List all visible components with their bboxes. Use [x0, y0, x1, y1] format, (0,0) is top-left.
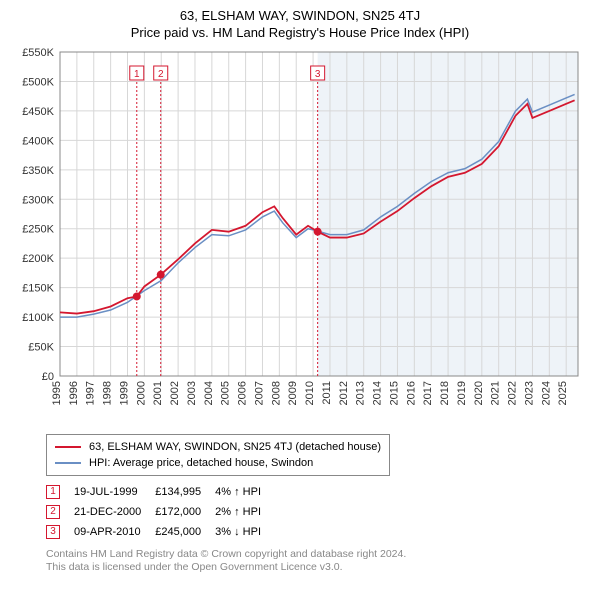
svg-text:2012: 2012 — [338, 381, 350, 405]
marker-number: 3 — [46, 525, 60, 539]
svg-text:£300K: £300K — [22, 194, 54, 206]
svg-text:£450K: £450K — [22, 106, 54, 118]
svg-text:2005: 2005 — [220, 381, 232, 405]
svg-text:2011: 2011 — [321, 381, 333, 405]
svg-text:3: 3 — [315, 69, 321, 80]
svg-text:2020: 2020 — [473, 381, 485, 405]
footer-line1: Contains HM Land Registry data © Crown c… — [46, 548, 588, 561]
chart-title-line2: Price paid vs. HM Land Registry's House … — [12, 25, 588, 40]
svg-text:£350K: £350K — [22, 165, 54, 177]
svg-text:1995: 1995 — [51, 381, 63, 405]
svg-text:2015: 2015 — [388, 381, 400, 405]
svg-text:1: 1 — [134, 69, 140, 80]
svg-text:£550K: £550K — [22, 47, 54, 59]
sale-delta: 3% ↓ HPI — [215, 522, 275, 542]
footer-line2: This data is licensed under the Open Gov… — [46, 561, 588, 574]
svg-text:2: 2 — [158, 69, 164, 80]
svg-text:2002: 2002 — [169, 381, 181, 405]
table-row: 2 21-DEC-2000£172,0002% ↑ HPI — [46, 502, 275, 522]
legend-swatch-property — [55, 446, 81, 448]
sale-delta: 2% ↑ HPI — [215, 502, 275, 522]
chart-title-line1: 63, ELSHAM WAY, SWINDON, SN25 4TJ — [12, 8, 588, 23]
line-chart: £0£50K£100K£150K£200K£250K£300K£350K£400… — [12, 46, 588, 426]
svg-text:2003: 2003 — [186, 381, 198, 405]
sale-date: 09-APR-2010 — [74, 522, 155, 542]
legend-item-hpi: HPI: Average price, detached house, Swin… — [55, 455, 381, 471]
legend: 63, ELSHAM WAY, SWINDON, SN25 4TJ (detac… — [46, 434, 390, 476]
svg-text:£500K: £500K — [22, 76, 54, 88]
svg-text:2021: 2021 — [490, 381, 502, 405]
chart-canvas: £0£50K£100K£150K£200K£250K£300K£350K£400… — [12, 46, 588, 426]
svg-text:2000: 2000 — [135, 381, 147, 405]
svg-text:2009: 2009 — [287, 381, 299, 405]
svg-text:£250K: £250K — [22, 224, 54, 236]
svg-text:2001: 2001 — [152, 381, 164, 405]
svg-text:£200K: £200K — [22, 253, 54, 265]
sales-table: 1 19-JUL-1999£134,9954% ↑ HPI 2 21-DEC-2000… — [46, 482, 275, 542]
svg-text:2014: 2014 — [372, 381, 384, 405]
svg-text:2018: 2018 — [439, 381, 451, 405]
sale-price: £172,000 — [155, 502, 215, 522]
svg-text:£400K: £400K — [22, 135, 54, 147]
svg-text:2004: 2004 — [203, 381, 215, 405]
svg-text:£50K: £50K — [28, 342, 54, 354]
sale-price: £245,000 — [155, 522, 215, 542]
sale-price: £134,995 — [155, 482, 215, 502]
marker-number: 2 — [46, 505, 60, 519]
svg-text:1997: 1997 — [85, 381, 97, 405]
legend-label-hpi: HPI: Average price, detached house, Swin… — [89, 455, 313, 471]
svg-text:1999: 1999 — [118, 381, 130, 405]
svg-text:2023: 2023 — [523, 381, 535, 405]
svg-text:2016: 2016 — [405, 381, 417, 405]
footer-attribution: Contains HM Land Registry data © Crown c… — [46, 548, 588, 574]
legend-label-property: 63, ELSHAM WAY, SWINDON, SN25 4TJ (detac… — [89, 439, 381, 455]
table-row: 1 19-JUL-1999£134,9954% ↑ HPI — [46, 482, 275, 502]
svg-text:2010: 2010 — [304, 381, 316, 405]
sale-delta: 4% ↑ HPI — [215, 482, 275, 502]
svg-text:2019: 2019 — [456, 381, 468, 405]
marker-number: 1 — [46, 485, 60, 499]
svg-text:2013: 2013 — [355, 381, 367, 405]
legend-item-property: 63, ELSHAM WAY, SWINDON, SN25 4TJ (detac… — [55, 439, 381, 455]
svg-text:2024: 2024 — [540, 381, 552, 405]
svg-text:2025: 2025 — [557, 381, 569, 405]
svg-text:£150K: £150K — [22, 283, 54, 295]
svg-text:2008: 2008 — [270, 381, 282, 405]
svg-text:2007: 2007 — [253, 381, 265, 405]
svg-text:£100K: £100K — [22, 312, 54, 324]
table-row: 3 09-APR-2010£245,0003% ↓ HPI — [46, 522, 275, 542]
svg-text:2006: 2006 — [237, 381, 249, 405]
svg-text:2022: 2022 — [507, 381, 519, 405]
sale-date: 19-JUL-1999 — [74, 482, 155, 502]
sale-date: 21-DEC-2000 — [74, 502, 155, 522]
svg-text:1996: 1996 — [68, 381, 80, 405]
svg-text:2017: 2017 — [422, 381, 434, 405]
svg-text:1998: 1998 — [102, 381, 114, 405]
legend-swatch-hpi — [55, 462, 81, 464]
